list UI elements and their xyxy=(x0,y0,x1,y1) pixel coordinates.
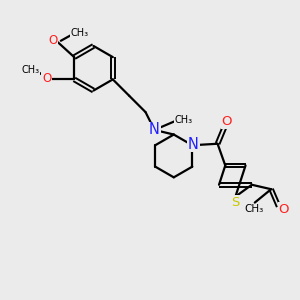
Text: CH₃: CH₃ xyxy=(21,64,39,75)
Text: S: S xyxy=(231,196,239,208)
Text: CH₃: CH₃ xyxy=(70,28,88,38)
Text: N: N xyxy=(188,136,199,152)
Text: N: N xyxy=(149,122,160,137)
Text: CH₃: CH₃ xyxy=(244,204,264,214)
Text: O: O xyxy=(279,203,289,216)
Text: O: O xyxy=(42,72,51,85)
Text: O: O xyxy=(48,34,57,47)
Text: O: O xyxy=(221,115,232,128)
Text: CH₃: CH₃ xyxy=(175,115,193,124)
